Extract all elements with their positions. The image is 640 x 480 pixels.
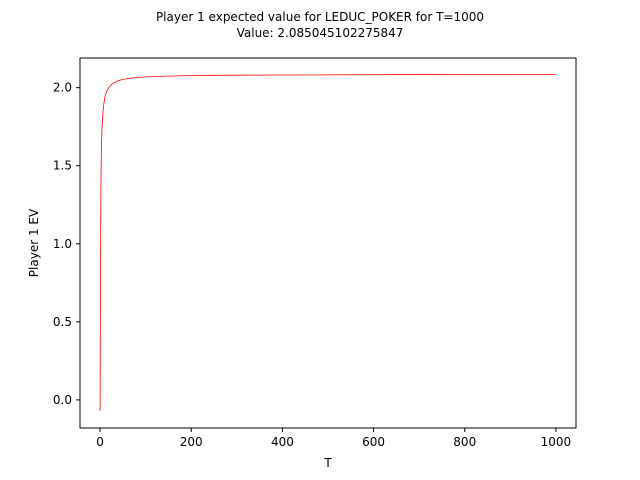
x-tick-label: 600 — [362, 435, 385, 449]
series-line-0 — [99, 73, 556, 411]
y-tick-label: 0.5 — [53, 315, 72, 329]
plot-area — [79, 57, 577, 429]
x-tick-label: 800 — [453, 435, 476, 449]
chart-title-line2: Value: 2.085045102275847 — [237, 26, 404, 40]
y-axis-ticks: 0.0 0.5 1.0 1.5 2.0 — [53, 81, 80, 407]
y-tick-label: 2.0 — [53, 81, 72, 95]
y-axis-label: Player 1 EV — [27, 208, 41, 277]
x-tick-label: 1000 — [541, 435, 572, 449]
axes-frame — [79, 57, 577, 429]
y-tick-label: 1.5 — [53, 159, 72, 173]
x-axis-ticks: 0 200 400 600 800 1000 — [96, 428, 571, 449]
y-tick-label: 0.0 — [53, 393, 72, 407]
x-tick-label: 200 — [180, 435, 203, 449]
chart-title-line1: Player 1 expected value for LEDUC_POKER … — [156, 10, 484, 24]
x-tick-label: 0 — [96, 435, 104, 449]
x-tick-label: 400 — [271, 435, 294, 449]
x-axis-label: T — [323, 456, 332, 470]
y-tick-label: 1.0 — [53, 237, 72, 251]
